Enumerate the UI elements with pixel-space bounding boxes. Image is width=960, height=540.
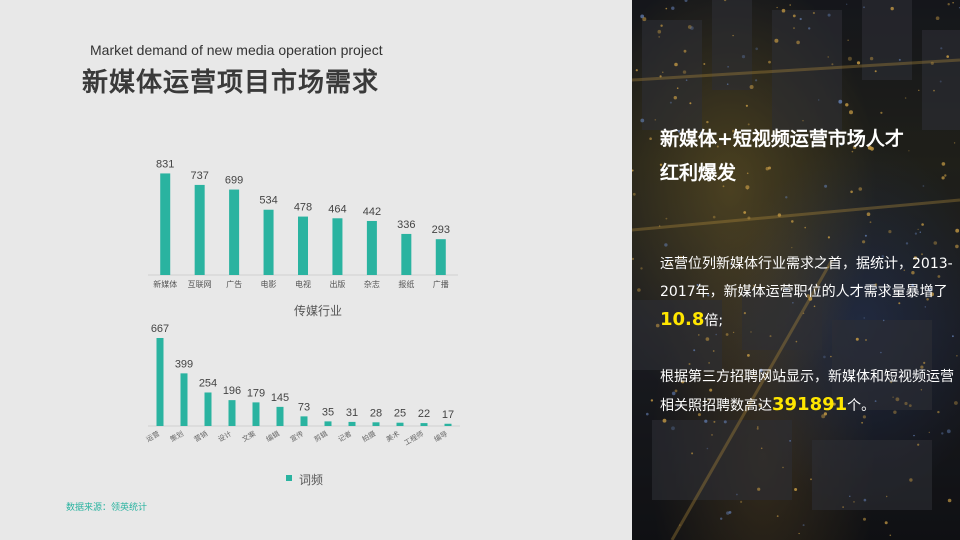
chart2-bar (252, 402, 260, 426)
chart2-bar (324, 421, 332, 426)
chart2-bar (156, 337, 164, 426)
chart2-value-label: 22 (418, 408, 430, 420)
chart2-category-label: 美术 (384, 429, 401, 444)
chart1-category-label: 出版 (329, 279, 345, 289)
chart2-bar (444, 423, 452, 426)
chart1-category-label: 电视 (295, 279, 311, 289)
chart2-value-label: 35 (322, 406, 334, 418)
chart1-bar (401, 233, 412, 275)
chart1-category-label: 广播 (433, 279, 449, 289)
chart1-x-axis-label: 传媒行业 (294, 303, 342, 318)
chart1-bar (194, 184, 205, 275)
chart1-category-label: 电影 (261, 279, 277, 289)
chart2-value-label: 28 (370, 407, 382, 419)
growth-multiplier: 10.8 (660, 309, 705, 330)
chart1-value-label: 442 (363, 206, 381, 218)
chart2-category-label: 文案 (240, 429, 257, 444)
paragraph-growth: 运营位列新媒体行业需求之首，据统计，2013-2017年，新媒体运营职位的人才需… (660, 250, 960, 335)
chart1-value-label: 534 (259, 195, 277, 207)
chart1-category-label: 杂志 (364, 279, 380, 289)
chart2-value-label: 145 (271, 392, 289, 404)
chart1-value-label: 831 (156, 158, 174, 170)
chart1-value-label: 293 (432, 224, 450, 236)
right-panel: 新媒体+短视频运营市场人才 红利爆发 运营位列新媒体行业需求之首，据统计，201… (632, 0, 960, 540)
chart2-category-label: 工程师 (402, 429, 425, 447)
panel-headline: 新媒体+短视频运营市场人才 红利爆发 (660, 122, 950, 190)
panel-body: 运营位列新媒体行业需求之首，据统计，2013-2017年，新媒体运营职位的人才需… (660, 250, 960, 448)
chart2-bar (348, 421, 356, 426)
chart2-value-label: 17 (442, 409, 454, 421)
chart1-bar (263, 209, 274, 275)
left-panel: Market demand of new media operation pro… (66, 42, 460, 513)
chart1-category-label: 广告 (226, 279, 242, 289)
city-night-background (632, 0, 960, 540)
chart2-category-label: 拍摄 (360, 429, 377, 444)
chart2-value-label: 254 (199, 377, 217, 389)
chart1-bar (435, 239, 446, 275)
chart2-bar (300, 416, 308, 426)
chart2-category-label: 宣传 (288, 429, 305, 444)
bar-charts: 831 新媒体 737 互联网 699 广告 534 电影 478 电视 464 出版 442 杂志 336… (144, 158, 460, 487)
chart1-value-label: 336 (397, 219, 415, 231)
chart2-category-label: 营销 (192, 429, 209, 444)
chart1-category-label: 互联网 (188, 280, 212, 289)
chart1-category-label: 新媒体 (153, 279, 177, 289)
chart2-category-label: 剪辑 (312, 429, 329, 444)
chart2-category-label: 编导 (432, 429, 449, 444)
paragraph-growth-suffix: 倍; (704, 313, 724, 329)
chart1-bar (332, 218, 343, 275)
chart1-bar (229, 189, 240, 275)
headline-line-1: 新媒体+短视频运营市场人才 (660, 128, 904, 150)
paragraph-recruitment-text: 根据第三方招聘网站显示，新媒体和短视频运营相关照招聘数高达 (660, 369, 954, 414)
chart2-bar (180, 373, 188, 426)
data-source-note: 数据来源：领英统计 (66, 503, 148, 513)
chart2-value-label: 179 (247, 387, 265, 399)
chart2-category-label: 设计 (216, 429, 233, 444)
chart2-value-label: 196 (223, 385, 241, 397)
recruitment-count: 391891 (772, 394, 848, 415)
chart1-value-label: 737 (190, 170, 208, 182)
paragraph-growth-text: 运营位列新媒体行业需求之首，据统计，2013-2017年，新媒体运营职位的人才需… (660, 256, 953, 300)
chart2-value-label: 73 (298, 401, 310, 413)
chart2-bar (396, 422, 404, 426)
chart2-value-label: 31 (346, 407, 358, 419)
chart1-bar (366, 220, 377, 275)
chart2-category-label: 编辑 (264, 429, 281, 444)
chart2-category-label: 记者 (337, 430, 353, 444)
page-title: 新媒体运营项目市场需求 (82, 68, 380, 98)
dark-overlay (632, 0, 960, 540)
chart2-bar (204, 392, 212, 426)
subtitle-english: Market demand of new media operation pro… (90, 42, 383, 58)
chart2-bar (228, 400, 236, 426)
chart2-value-label: 667 (151, 323, 169, 335)
chart2-bar (276, 406, 284, 426)
chart2-legend-label: 词频 (299, 473, 323, 487)
chart2-legend-swatch (286, 475, 292, 481)
chart1-value-label: 478 (294, 202, 312, 214)
chart1-value-label: 699 (225, 175, 243, 187)
chart2-category-label: 运营 (144, 429, 161, 444)
paragraph-recruitment-suffix: 个。 (847, 398, 876, 414)
chart2-bar (372, 422, 380, 426)
paragraph-recruitment: 根据第三方招聘网站显示，新媒体和短视频运营相关照招聘数高达391891个。 (660, 363, 960, 420)
chart1-bar (298, 216, 308, 275)
chart2-category-label: 策划 (168, 429, 185, 444)
chart2-value-label: 399 (175, 358, 193, 370)
chart2-value-label: 25 (394, 408, 406, 420)
chart1-category-label: 报纸 (398, 279, 414, 289)
chart1-bar (160, 173, 171, 275)
chart2-bar (420, 423, 428, 426)
headline-line-2: 红利爆发 (660, 162, 737, 184)
chart1-value-label: 464 (328, 203, 346, 215)
